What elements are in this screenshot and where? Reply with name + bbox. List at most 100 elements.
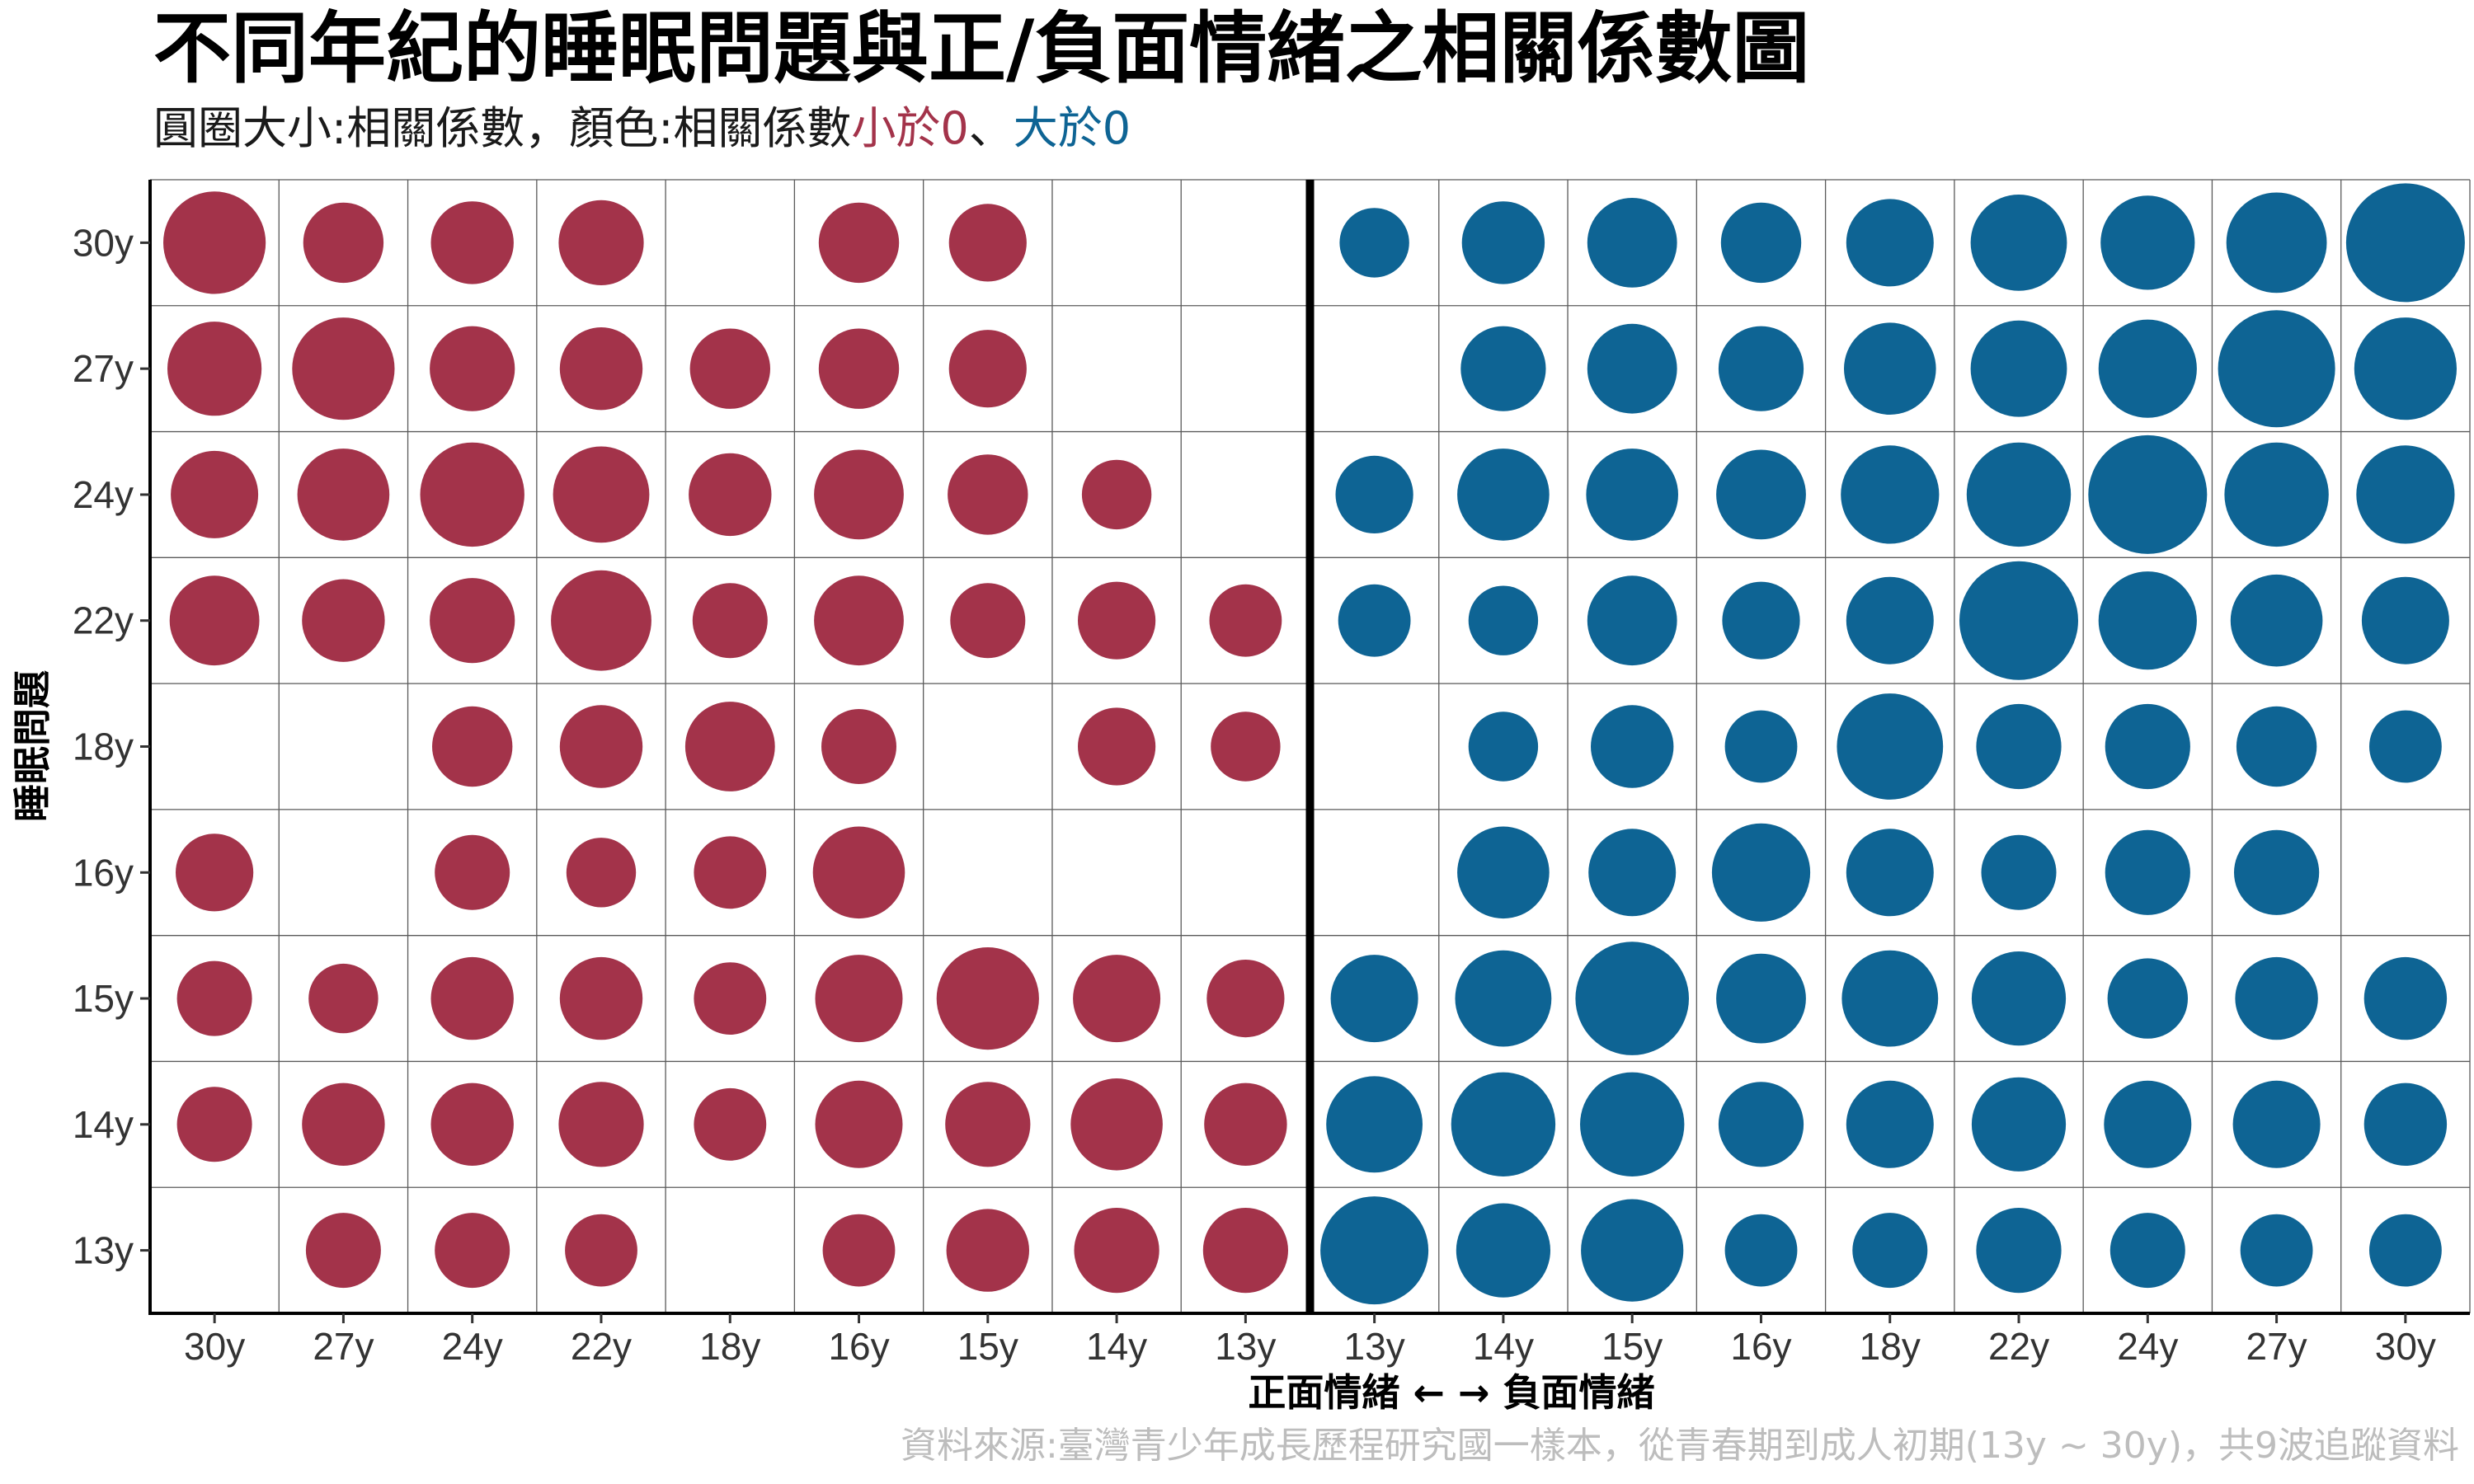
x-tick-label: 27y [313,1325,374,1368]
correlation-bubble [1073,955,1161,1043]
correlation-bubble [2363,956,2448,1040]
correlation-bubble [1846,829,1934,917]
correlation-bubble [551,570,651,671]
correlation-bubble [2356,445,2455,544]
correlation-bubble [1461,201,1545,284]
correlation-bubble [822,1214,896,1287]
correlation-bubble [1209,584,1282,657]
correlation-bubble [694,962,767,1035]
x-tick-label: 22y [1988,1325,2049,1368]
correlation-bubble [1460,326,1546,411]
correlation-bubble [1074,1208,1159,1294]
correlation-bubble [169,575,260,666]
correlation-bubble [1587,198,1677,288]
correlation-bubble [692,583,768,659]
correlation-bubble [936,947,1039,1050]
correlation-bubble [1846,199,1934,287]
data-source-caption: 資料來源:臺灣青少年成長歷程研究國一樣本，從青春期到成人初期(13y ~ 30y… [900,1425,2459,1467]
correlation-bubble [1841,445,1940,544]
correlation-bubble [559,956,643,1040]
correlation-bubble [1718,326,1804,411]
correlation-bubble [1451,1072,1556,1177]
correlation-bubble [559,327,643,411]
correlation-bubble [2098,319,2197,418]
correlation-bubble [553,446,650,543]
correlation-bubble [2109,1213,2185,1289]
correlation-bubble [2104,1080,2192,1168]
correlation-bubble [2234,829,2320,915]
correlation-bubble [1846,1080,1934,1168]
correlation-bubble [948,330,1027,408]
y-tick-label: 15y [73,977,134,1020]
bubbles [163,183,2465,1305]
correlation-bubble [435,834,510,910]
correlation-bubble [1852,1213,1928,1289]
correlation-bubble [1724,710,1798,783]
x-tick-label: 18y [699,1325,760,1368]
correlation-bubble [1970,320,2067,417]
x-tick-label: 22y [571,1325,632,1368]
x-tick-label: 13y [1215,1325,1276,1368]
correlation-bubble [946,1209,1030,1292]
correlation-bubble [2354,317,2457,420]
correlation-bubble [1339,208,1409,278]
y-tick-label: 24y [73,473,134,516]
correlation-bubble [948,454,1028,535]
correlation-bubble [1959,561,2078,680]
correlation-bubble [2107,958,2188,1039]
correlation-bubble [302,1082,385,1167]
correlation-bubble [167,322,262,416]
correlation-bubble [430,1082,514,1167]
y-tick-label: 22y [73,599,134,642]
correlation-bubble [1206,960,1285,1038]
correlation-bubble [558,1082,644,1167]
correlation-bubble [2369,710,2442,783]
correlation-bubble [815,955,903,1043]
correlation-bubble [430,326,515,411]
correlation-bubble [1591,705,1674,788]
correlation-bubble [1711,823,1811,922]
correlation-bubble [297,448,390,541]
x-tick-label: 16y [1730,1325,1791,1368]
correlation-bubble [1966,442,2072,547]
correlation-bubble [432,706,513,787]
correlation-bubble [1976,703,2062,790]
correlation-bubble [1981,834,2057,910]
correlation-bubble [1468,711,1539,782]
correlation-bubble [2218,310,2335,428]
correlation-bubble [430,578,515,664]
chart-title: 不同年紀的睡眠問題與正/負面情緒之相關係數圖 [153,4,1810,94]
correlation-bubble [1455,950,1552,1047]
correlation-bubble [2105,703,2190,790]
correlation-bubble [945,1082,1031,1167]
correlation-bubble [694,836,767,909]
correlation-bubble [694,1087,767,1161]
correlation-bubble [1326,1076,1423,1173]
x-tick-label: 13y [1344,1325,1405,1368]
chart-subtitle: 圓圈大小:相關係數，顏色:相關係數小於0、大於0 [153,102,1131,156]
correlation-bubble [1330,955,1418,1043]
correlation-bubble [1970,195,2067,291]
correlation-bubble [1204,1082,1287,1167]
correlation-bubble [1720,202,1802,284]
correlation-bubble [1588,829,1677,917]
correlation-bubble [1081,459,1152,530]
subtitle-size-color-text: 圓圈大小:相關係數，顏色:相關係數 [153,102,852,154]
correlation-bubble [815,1080,903,1168]
correlation-bubble [1468,585,1539,655]
correlation-bubble [558,200,644,285]
correlation-bubble [303,202,384,284]
correlation-bubble [2105,829,2190,915]
correlation-bubble [2226,192,2327,294]
correlation-bubble [1575,942,1689,1055]
correlation-bubble [818,202,900,284]
tick-labels: 30y 27y 24y 22y 18y 16y 15y 14y 13y 13y 14y 15y 16y 1… [73,221,2436,1368]
correlation-bubble [2361,576,2449,665]
correlation-bubble [430,956,514,1040]
correlation-bubble [566,838,637,908]
x-tick-label: 30y [184,1325,245,1368]
correlation-bubble [1976,1208,2062,1294]
correlation-bubble [1581,1199,1684,1302]
grid-lines [150,179,2471,1313]
correlation-bubble [302,579,385,662]
